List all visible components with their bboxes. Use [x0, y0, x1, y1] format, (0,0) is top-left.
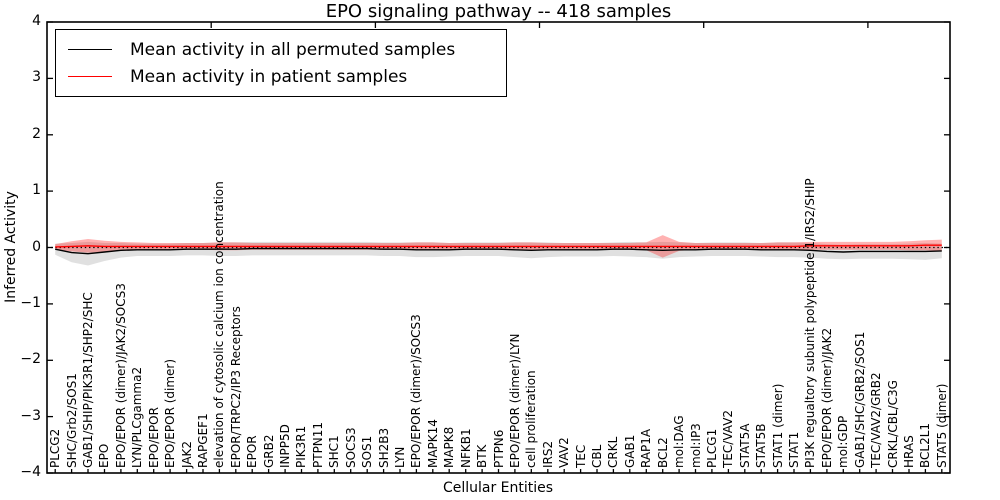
- x-tick-label: STAT1 (dimer): [770, 383, 785, 468]
- x-tick-label: IRS2: [540, 440, 555, 468]
- x-tick-label: BTK: [475, 444, 490, 468]
- x-tick-label: STAT5 (dimer): [934, 383, 949, 468]
- x-tick-label: JAK2: [179, 440, 194, 468]
- x-tick-label: RAPGEF1: [195, 413, 210, 468]
- legend-label-permuted: Mean activity in all permuted samples: [130, 39, 456, 60]
- x-tick-label: SHC/Grb2/SOS1: [64, 373, 79, 468]
- x-tick-label: RAP1A: [639, 428, 654, 468]
- x-tick-label: STAT5A: [737, 423, 752, 468]
- x-tick-label: mol:IP3: [688, 423, 703, 468]
- x-tick-label: CRKL: [606, 436, 621, 468]
- x-axis-label: Cellular Entities: [442, 480, 554, 496]
- legend-item: Mean activity in patient samples: [68, 63, 506, 90]
- x-tick-label: GAB1/SHIP/PIK3R1/SHP2/SHC: [81, 292, 96, 468]
- x-tick-label: SH2B3: [376, 427, 391, 468]
- y-tick-label: 2: [32, 125, 41, 142]
- x-tick-label: INPP5D: [278, 424, 293, 468]
- x-tick-label: EPO/EPOR (dimer)/SOCS3: [409, 314, 424, 468]
- x-tick-label: BCL2L1: [918, 422, 933, 468]
- x-tick-label: HRAS: [901, 435, 916, 468]
- x-tick-label: TEC: [573, 444, 588, 468]
- legend-label-patient: Mean activity in patient samples: [130, 66, 408, 87]
- x-tick-label: cell proliferation: [524, 370, 539, 468]
- legend-line-patient-icon: [68, 76, 112, 77]
- patient-mean-line: [55, 244, 942, 248]
- x-tick-label: mol:DAG: [672, 415, 687, 468]
- x-tick-label: STAT1: [787, 431, 802, 468]
- y-tick-label: 3: [32, 69, 41, 86]
- legend: Mean activity in all permuted samples Me…: [55, 29, 507, 97]
- x-tick-label: NFKB1: [458, 428, 473, 468]
- y-tick-label: 0: [32, 238, 41, 255]
- x-tick-label: EPO/EPOR (dimer)/LYN: [507, 333, 522, 468]
- y-tick-label: 4: [32, 13, 41, 29]
- x-tick-label: BCL2: [655, 437, 670, 468]
- x-tick-label: EPOR/TRPC2/IP3 Receptors: [228, 306, 243, 468]
- x-tick-label: TEC/VAV2: [721, 409, 736, 468]
- x-tick-label: PI3K regualtory subunit polypeptide 1/IR…: [803, 178, 818, 468]
- x-tick-label: EPO/EPOR: [146, 407, 161, 468]
- x-tick-label: MAPK14: [425, 419, 440, 468]
- legend-item: Mean activity in all permuted samples: [68, 36, 506, 63]
- chart-title: EPO signaling pathway -- 418 samples: [325, 1, 672, 22]
- x-tick-label: EPO: [97, 443, 112, 468]
- x-tick-label: EPOR: [245, 435, 260, 468]
- x-tick-label: PLCG1: [704, 428, 719, 468]
- x-tick-label: CRKL/CBL/C3G: [885, 380, 900, 468]
- permuted-mean-line: [55, 247, 942, 255]
- x-tick-label: STAT5B: [754, 423, 769, 469]
- y-tick-label: −2: [20, 351, 41, 368]
- legend-line-permuted-icon: [68, 49, 112, 50]
- y-tick-label: −4: [20, 464, 41, 480]
- x-tick-label: EPO/EPOR (dimer)/JAK2/SOCS3: [113, 283, 128, 468]
- x-tick-label: PIK3R1: [294, 425, 309, 468]
- x-tick-label: GRB2: [261, 434, 276, 468]
- x-tick-label: SHC1: [327, 435, 342, 468]
- x-tick-label: SOS1: [360, 435, 375, 468]
- y-tick-label: −1: [20, 294, 41, 311]
- x-tick-label: GAB1: [622, 434, 637, 468]
- x-tick-label: PTPN11: [310, 421, 325, 468]
- x-tick-label: VAV2: [557, 437, 572, 468]
- x-tick-label: LYN/PLCgamma2: [130, 366, 145, 468]
- x-tick-label: PLCG2: [48, 428, 63, 468]
- x-tick-label: PTPN6: [491, 429, 506, 468]
- y-tick-label: 1: [32, 182, 41, 199]
- y-tick-label: −3: [20, 407, 41, 424]
- x-tick-label: CBL: [590, 444, 604, 468]
- plot-frame: [46, 21, 951, 474]
- x-tick-label: TEC/VAV2/GRB2: [869, 372, 884, 468]
- x-tick-label: elevation of cytosolic calcium ion conce…: [212, 181, 227, 468]
- x-tick-label: EPO/EPOR (dimer): [163, 358, 178, 468]
- x-tick-label: MAPK8: [442, 426, 457, 468]
- x-tick-label: mol:GDP: [836, 415, 851, 468]
- x-tick-label: GAB1/SHC/GRB2/SOS1: [852, 331, 867, 468]
- x-tick-label: LYN: [392, 446, 407, 468]
- x-tick-label: EPO/EPOR (dimer)/JAK2: [819, 327, 834, 468]
- x-tick-label: SOCS3: [343, 427, 358, 468]
